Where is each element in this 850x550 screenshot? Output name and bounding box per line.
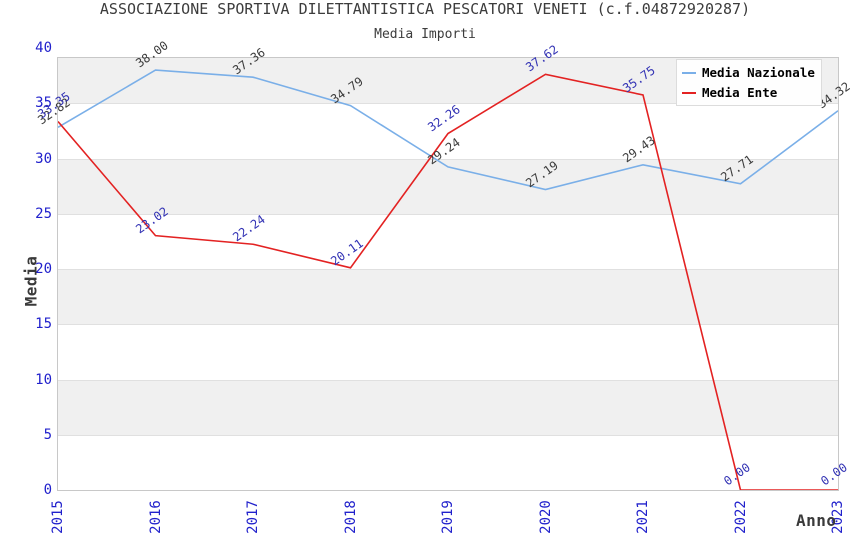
y-tick-label: 5 xyxy=(43,426,52,443)
y-tick-label: 30 xyxy=(35,150,52,167)
plot-area xyxy=(57,57,839,491)
x-axis-title: Anno xyxy=(796,511,837,530)
plot-shaded-band xyxy=(58,379,838,435)
gridline xyxy=(58,324,838,326)
chart-subtitle: Media Importi xyxy=(374,27,476,42)
x-tick-label: 2021 xyxy=(635,500,651,534)
x-tick-label: 2018 xyxy=(342,500,359,534)
series-lines-layer xyxy=(58,69,838,490)
y-tick-label: 40 xyxy=(35,40,52,56)
gridline xyxy=(58,103,838,105)
legend-label-media-nazionale: Media Nazionale xyxy=(702,65,815,80)
gridline xyxy=(58,434,838,436)
y-tick-label: 25 xyxy=(35,205,52,222)
legend-label-media-ente: Media Ente xyxy=(702,85,778,100)
x-tick-label: 2016 xyxy=(147,500,164,534)
x-tick-label: 2022 xyxy=(732,500,749,534)
x-tick-label: 2017 xyxy=(245,500,261,534)
chart-title: ASSOCIAZIONE SPORTIVA DILETTANTISTICA PE… xyxy=(99,0,751,18)
gridline xyxy=(58,269,838,270)
series-line-media-ente xyxy=(58,73,838,490)
y-tick-label: 15 xyxy=(35,316,52,333)
plot-shaded-band xyxy=(58,269,838,325)
y-tick-label: 0 xyxy=(43,482,52,498)
legend-item-media-nazionale: Media Nazionale xyxy=(682,64,815,81)
legend-line-swatch-media-nazionale xyxy=(682,71,696,74)
legend-item-media-ente: Media Ente xyxy=(682,84,815,101)
y-tick-label: 20 xyxy=(35,261,52,277)
legend-line-swatch-media-ente xyxy=(682,91,696,94)
series-line-media-nazionale xyxy=(58,69,838,191)
x-tick-label: 2020 xyxy=(537,500,554,534)
legend: Media Nazionale Media Ente xyxy=(676,59,822,106)
y-tick-label: 10 xyxy=(35,371,52,388)
x-tick-label: 2019 xyxy=(440,500,456,534)
x-tick-label: 2015 xyxy=(50,500,66,534)
y-axis-title: Media xyxy=(21,255,41,307)
gridline xyxy=(58,379,838,381)
gridline xyxy=(58,158,838,160)
y-tick-label: 35 xyxy=(35,95,52,112)
gridline xyxy=(58,213,838,215)
